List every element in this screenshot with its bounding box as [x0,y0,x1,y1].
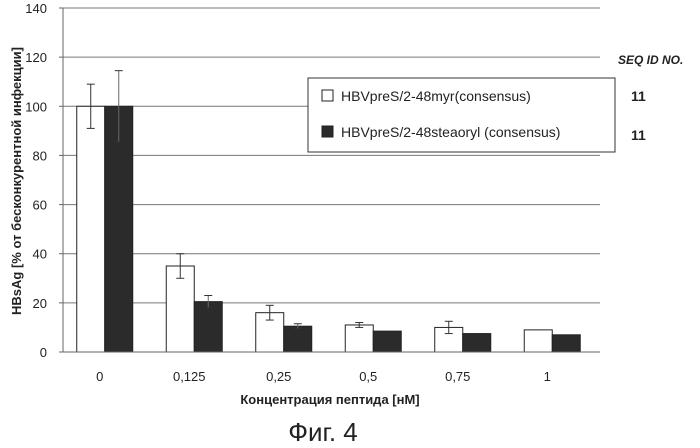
x-tick-label: 0,25 [266,369,291,384]
bar-steaoryl [105,106,133,352]
gridlines [59,8,600,352]
bar-steaoryl [194,302,222,352]
y-axis-label: HBsAg [% от бесконкурентной инфекции] [9,47,24,315]
x-tick-label: 0,125 [173,369,206,384]
bar-myr [77,106,105,352]
seq-id-header: SEQ ID NO. [618,53,683,67]
y-tick-label: 100 [25,99,47,114]
x-axis-label: Концентрация пептида [нМ] [240,392,419,407]
bar-myr [166,266,194,352]
x-tick-label: 0,5 [359,369,377,384]
bar-steaoryl [463,334,491,352]
legend-label-myr: HBVpreS/2-48myr(consensus) [341,88,531,104]
y-tick-label: 60 [33,198,47,213]
seq-id-value-myr: 11 [631,88,646,104]
figure-caption: Фиг. 4 [288,417,358,447]
y-tick-label: 20 [33,296,47,311]
x-tick-label: 1 [544,369,551,384]
axes [63,8,600,352]
seq-id-value-steaoryl: 11 [631,127,646,143]
y-tick-label: 0 [40,345,47,360]
y-tick-label: 120 [25,50,47,65]
legend-label-steaoryl: HBVpreS/2-48steaoryl (consensus) [341,124,560,140]
bar-steaoryl [552,335,580,352]
legend-swatch-myr [322,90,333,101]
bar-myr [524,330,552,352]
bar-steaoryl [284,326,312,352]
x-tick-labels: 0 0,125 0,25 0,5 0,75 1 [96,369,551,384]
y-tick-labels: 0 20 40 60 80 100 120 140 [25,1,47,360]
x-tick-label: 0 [96,369,103,384]
y-tick-label: 140 [25,1,47,16]
legend: HBVpreS/2-48myr(consensus) HBVpreS/2-48s… [308,78,615,152]
y-tick-label: 80 [33,148,47,163]
y-tick-label: 40 [33,247,47,262]
x-tick-label: 0,75 [445,369,470,384]
legend-swatch-steaoryl [322,126,333,137]
bar-myr [345,325,373,352]
bar-steaoryl [373,331,401,352]
